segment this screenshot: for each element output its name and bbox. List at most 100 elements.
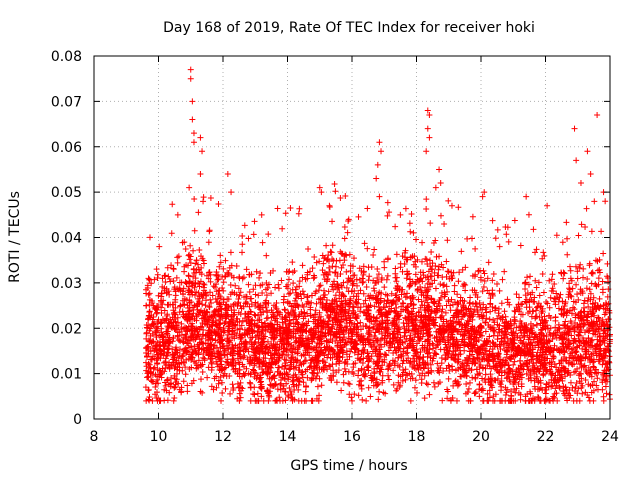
data-point (503, 354, 510, 361)
data-point (194, 341, 201, 348)
data-point (415, 366, 422, 373)
data-point (531, 377, 538, 384)
data-point (471, 273, 478, 280)
data-point (562, 384, 569, 391)
data-point (419, 354, 426, 361)
data-point (569, 285, 576, 292)
data-point (547, 325, 554, 332)
data-point (440, 264, 447, 271)
data-point (201, 281, 208, 288)
data-point (331, 309, 338, 316)
data-point (416, 362, 423, 369)
data-point (334, 328, 341, 335)
data-point (383, 338, 390, 345)
data-point (432, 263, 439, 270)
data-point (421, 372, 428, 379)
data-point (582, 376, 589, 383)
data-point (566, 307, 573, 314)
data-point (572, 348, 579, 355)
data-point (478, 311, 485, 318)
data-point (360, 300, 367, 307)
data-point (251, 391, 258, 398)
data-point (355, 296, 362, 303)
data-point (450, 318, 457, 325)
data-point (205, 336, 212, 343)
data-point (472, 375, 479, 382)
data-point (272, 381, 279, 388)
data-point (330, 321, 337, 328)
data-point (423, 206, 430, 213)
data-point (183, 313, 190, 320)
data-point (384, 212, 391, 219)
data-point (518, 383, 525, 390)
data-point (506, 377, 513, 384)
data-point (541, 317, 548, 324)
data-point (250, 286, 257, 293)
data-point (336, 354, 343, 361)
data-point (410, 261, 417, 268)
data-point (511, 217, 518, 224)
data-point (343, 284, 350, 291)
data-point (371, 287, 378, 294)
data-point (527, 273, 534, 280)
data-point (199, 368, 206, 375)
data-point (565, 390, 572, 397)
data-point (153, 266, 160, 273)
data-point (604, 273, 611, 280)
data-point (539, 270, 546, 277)
data-point (587, 382, 594, 389)
data-point (438, 314, 445, 321)
data-point (443, 258, 450, 265)
data-point (412, 377, 419, 384)
data-point (233, 316, 240, 323)
data-point (391, 333, 398, 340)
data-point (255, 324, 262, 331)
data-point (503, 389, 510, 396)
data-point (178, 320, 185, 327)
data-point (174, 259, 181, 266)
data-point (193, 289, 200, 296)
data-point (349, 369, 356, 376)
data-point (578, 308, 585, 315)
data-point (428, 266, 435, 273)
data-point (417, 284, 424, 291)
data-point (147, 325, 154, 332)
data-point (171, 394, 178, 401)
data-point (176, 360, 183, 367)
data-point (497, 387, 504, 394)
data-point (431, 277, 438, 284)
data-point (542, 397, 549, 404)
data-point (281, 306, 288, 313)
data-point (546, 304, 553, 311)
data-point (473, 366, 480, 373)
data-point (265, 322, 272, 329)
data-point (381, 264, 388, 271)
data-point (489, 346, 496, 353)
data-point (339, 250, 346, 257)
data-point (502, 224, 509, 231)
data-point (578, 221, 585, 228)
data-point (515, 380, 522, 387)
data-point (438, 360, 445, 367)
data-point (178, 331, 185, 338)
data-point (275, 285, 282, 292)
data-point (346, 381, 353, 388)
data-point (266, 393, 273, 400)
data-point (207, 278, 214, 285)
data-point (256, 363, 263, 370)
data-point (308, 377, 315, 384)
data-point (143, 302, 150, 309)
data-point (172, 361, 179, 368)
data-point (155, 395, 162, 402)
data-point (266, 375, 273, 382)
data-point (240, 303, 247, 310)
data-point (425, 303, 432, 310)
data-point (550, 355, 557, 362)
data-point (521, 322, 528, 329)
data-point (195, 289, 202, 296)
data-point (437, 336, 444, 343)
data-point (597, 337, 604, 344)
data-point (467, 305, 474, 312)
data-point (577, 286, 584, 293)
data-point (371, 370, 378, 377)
